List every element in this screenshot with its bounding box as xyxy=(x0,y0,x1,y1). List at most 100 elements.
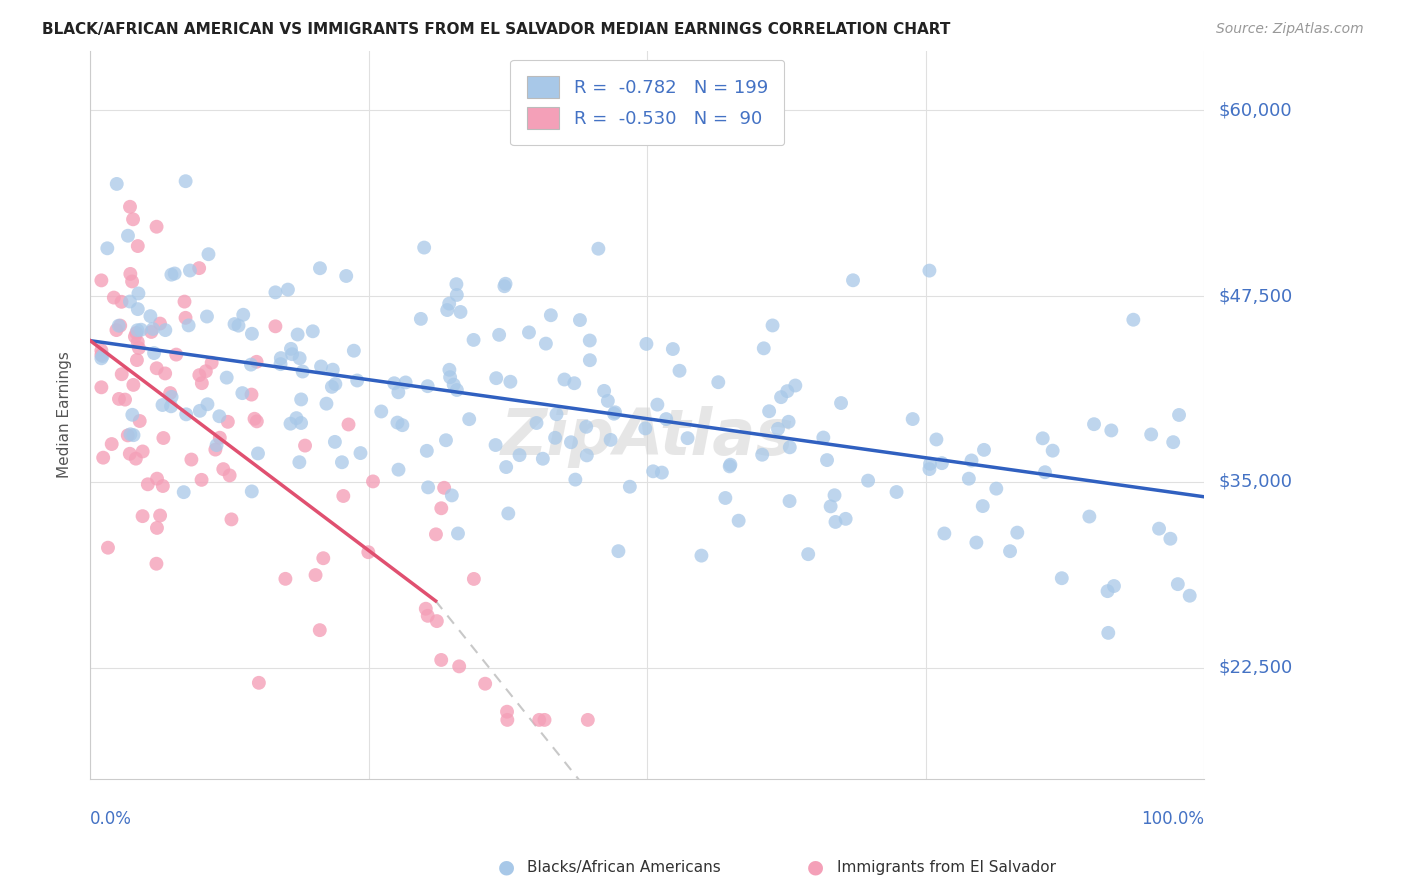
Point xyxy=(291,365,314,379)
Point xyxy=(690,549,713,563)
Point xyxy=(330,455,353,469)
Point xyxy=(533,713,555,727)
Point xyxy=(409,311,432,326)
Point xyxy=(90,343,112,358)
Point xyxy=(439,363,461,377)
Point xyxy=(534,336,557,351)
Point xyxy=(1140,427,1163,442)
Point xyxy=(394,376,416,390)
Point xyxy=(177,318,200,333)
Point xyxy=(834,512,856,526)
Point xyxy=(707,375,730,389)
Point xyxy=(280,342,302,356)
Point xyxy=(343,343,366,358)
Point xyxy=(544,431,567,445)
Point xyxy=(593,384,616,398)
Point xyxy=(121,275,143,289)
Point xyxy=(141,325,163,339)
Point xyxy=(188,261,211,276)
Point xyxy=(416,480,439,494)
Point xyxy=(180,452,202,467)
Point xyxy=(1159,532,1181,546)
Point xyxy=(1168,408,1191,422)
Point xyxy=(285,411,308,425)
Point xyxy=(264,319,287,334)
Point xyxy=(998,544,1021,558)
Point xyxy=(103,291,125,305)
Point xyxy=(179,263,201,277)
Point xyxy=(416,379,439,393)
Point xyxy=(484,438,506,452)
Point xyxy=(986,482,1008,496)
Point xyxy=(488,327,510,342)
Point xyxy=(308,623,330,637)
Point xyxy=(824,515,846,529)
Point xyxy=(387,385,409,400)
Point xyxy=(603,405,626,419)
Point xyxy=(449,659,471,673)
Text: BLACK/AFRICAN AMERICAN VS IMMIGRANTS FROM EL SALVADOR MEDIAN EARNINGS CORRELATIO: BLACK/AFRICAN AMERICAN VS IMMIGRANTS FRO… xyxy=(42,22,950,37)
Point xyxy=(562,376,585,391)
Text: ●: ● xyxy=(498,857,515,877)
Point xyxy=(125,451,148,466)
Point xyxy=(830,396,852,410)
Point xyxy=(246,414,269,428)
Point xyxy=(309,359,332,374)
Point xyxy=(287,327,309,342)
Point xyxy=(270,351,292,365)
Point xyxy=(337,417,360,432)
Point xyxy=(277,283,299,297)
Point xyxy=(655,412,678,426)
Point xyxy=(146,472,169,486)
Point xyxy=(668,364,690,378)
Point xyxy=(758,404,780,418)
Point xyxy=(779,440,801,454)
Point xyxy=(931,456,953,470)
Point xyxy=(118,447,141,461)
Point xyxy=(603,407,626,421)
Point xyxy=(499,375,522,389)
Point xyxy=(228,318,250,333)
Point xyxy=(294,439,316,453)
Point xyxy=(463,333,485,347)
Point xyxy=(160,399,183,413)
Point xyxy=(90,348,112,362)
Point xyxy=(651,466,673,480)
Point xyxy=(529,713,551,727)
Point xyxy=(160,390,183,404)
Point xyxy=(174,310,197,325)
Point xyxy=(446,383,468,397)
Point xyxy=(246,446,269,460)
Point xyxy=(498,507,520,521)
Point xyxy=(208,431,231,445)
Point xyxy=(208,409,231,424)
Text: Immigrants from El Salvador: Immigrants from El Salvador xyxy=(837,860,1056,874)
Point xyxy=(494,279,516,293)
Point xyxy=(1050,571,1073,585)
Point xyxy=(221,512,243,526)
Point xyxy=(315,397,337,411)
Point xyxy=(361,475,384,489)
Point xyxy=(433,481,456,495)
Point xyxy=(205,438,228,452)
Point xyxy=(110,318,132,333)
Point xyxy=(1032,431,1054,445)
Point xyxy=(145,557,167,571)
Point xyxy=(160,268,183,282)
Point xyxy=(243,411,266,425)
Point xyxy=(128,414,150,428)
Point xyxy=(1122,312,1144,326)
Point xyxy=(240,358,263,372)
Point xyxy=(118,294,141,309)
Point xyxy=(599,433,621,447)
Point xyxy=(718,458,741,472)
Point xyxy=(531,451,554,466)
Point xyxy=(120,427,142,442)
Point xyxy=(197,247,219,261)
Point xyxy=(842,273,865,287)
Point xyxy=(270,357,292,371)
Point xyxy=(240,387,263,401)
Point xyxy=(634,421,657,435)
Point xyxy=(770,390,793,404)
Point xyxy=(245,355,267,369)
